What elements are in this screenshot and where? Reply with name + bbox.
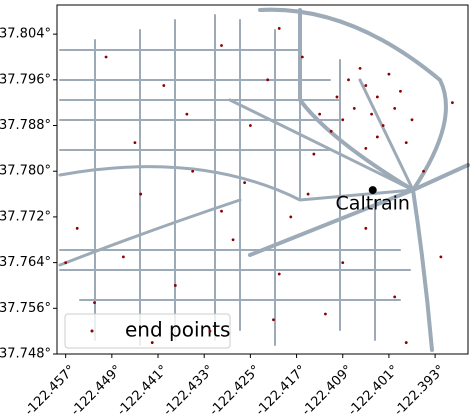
end-point (451, 101, 454, 105)
end-point (399, 89, 402, 93)
end-point (173, 284, 177, 287)
end-point (364, 146, 368, 150)
y-tick-label: 37.804° (0, 27, 51, 42)
y-tick-label: 37.772° (0, 209, 51, 224)
y-tick-label: 37.796° (0, 72, 51, 87)
end-point (243, 181, 247, 185)
roads (58, 7, 470, 352)
end-point (266, 78, 270, 82)
end-point (220, 44, 223, 47)
end-point (318, 112, 322, 116)
end-point (393, 295, 397, 299)
end-point (306, 192, 310, 196)
y-tick-label: 37.748° (0, 347, 51, 362)
end-point (133, 141, 137, 145)
end-point (64, 261, 68, 265)
legend-label: end points (125, 318, 230, 342)
end-point (185, 112, 189, 116)
end-point (352, 106, 356, 110)
end-point (277, 272, 281, 276)
end-point (272, 318, 275, 322)
end-point (393, 106, 397, 110)
y-tick-label: 37.788° (0, 118, 51, 133)
end-point (341, 118, 345, 122)
end-point (139, 192, 143, 196)
y-tick-label: 37.756° (0, 301, 51, 316)
end-point (364, 84, 368, 87)
end-point (277, 27, 281, 30)
end-point (387, 72, 391, 76)
end-point (404, 141, 408, 145)
end-point (404, 341, 408, 344)
end-point (324, 312, 327, 316)
y-tick-label: 37.780° (0, 164, 51, 179)
x-tick-label: -122.393° (392, 362, 449, 416)
end-point (422, 169, 425, 173)
end-point (248, 124, 252, 127)
end-point (375, 95, 379, 99)
legend: end points (64, 313, 231, 349)
end-point (410, 118, 414, 122)
plot-frame (56, 4, 469, 355)
y-tick-label: 37.764° (0, 255, 51, 270)
end-point (329, 129, 333, 133)
end-point (220, 209, 223, 213)
legend-box (64, 313, 231, 349)
end-point (121, 255, 125, 259)
end-point (289, 215, 293, 219)
end-point (312, 152, 316, 156)
legend-marker (90, 329, 94, 333)
end-point (75, 226, 79, 230)
caltrain-label: Caltrain (336, 193, 410, 215)
end-point (104, 55, 108, 59)
end-point (335, 95, 339, 99)
caltrain-marker (368, 186, 377, 195)
end-point (231, 238, 235, 242)
end-point (347, 78, 350, 82)
end-point (439, 255, 443, 259)
end-point (364, 226, 368, 230)
end-point (208, 329, 212, 333)
end-point (358, 67, 362, 70)
end-point (300, 55, 304, 59)
end-point (381, 124, 385, 127)
end-point (150, 341, 154, 344)
end-point (375, 135, 379, 139)
end-point (93, 301, 96, 304)
end-point (341, 261, 345, 265)
end-point (370, 112, 373, 116)
end-point (162, 84, 166, 87)
end-point (191, 169, 195, 173)
